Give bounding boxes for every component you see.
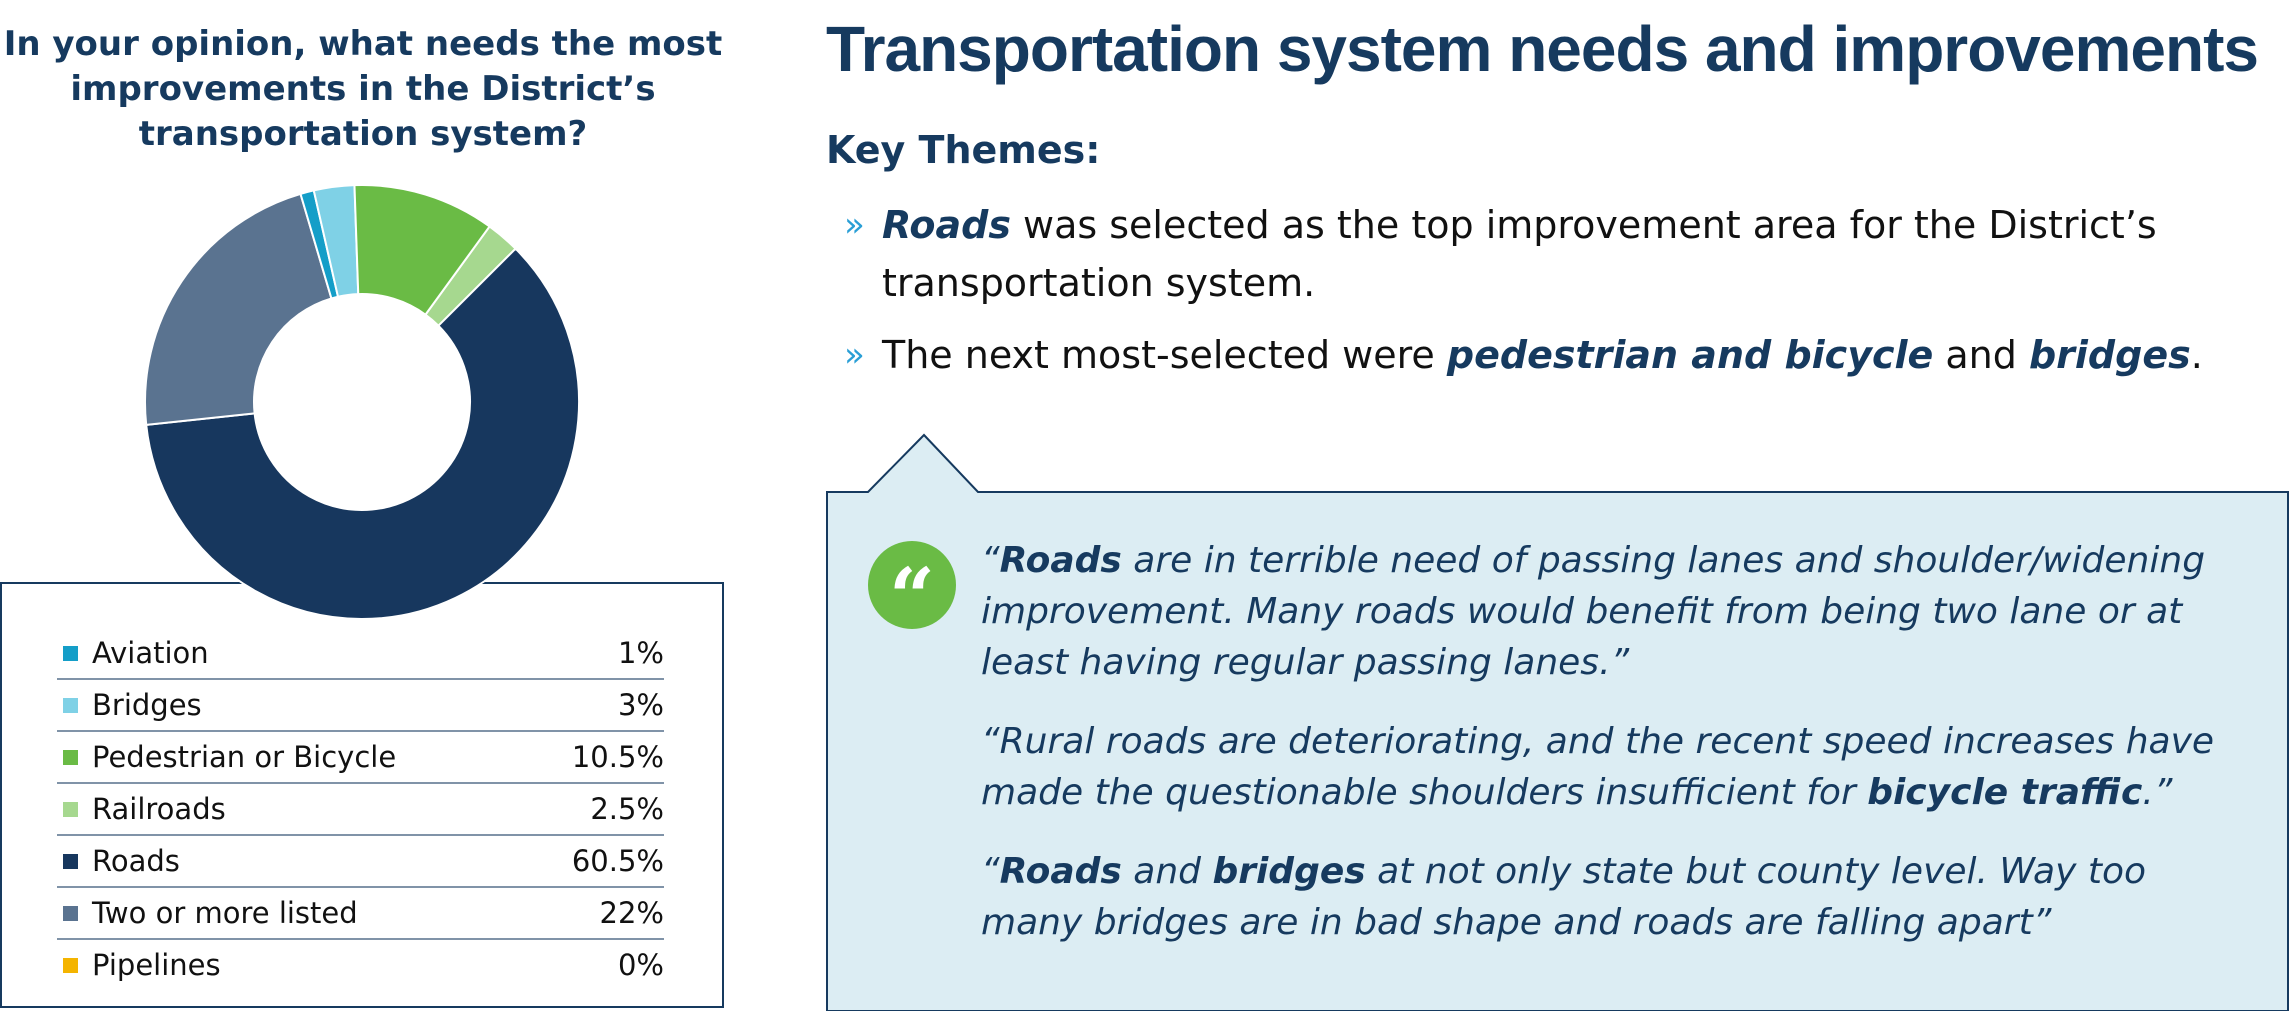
theme-emphasis: pedestrian and bicycle [1446, 333, 1934, 377]
legend-value: 22% [599, 896, 664, 930]
theme-item: » The next most-selected were pedestrian… [826, 326, 2246, 384]
legend-swatch [63, 957, 78, 973]
quote-text: “Rural roads are deteriorating, and the … [981, 721, 2215, 813]
quote-text: at not only state but county level. Way … [981, 851, 2147, 943]
legend-label: Aviation [92, 636, 209, 670]
chevron-bullet-icon: » [844, 205, 865, 245]
theme-emphasis: bridges [2028, 333, 2191, 377]
quote-text: and [1121, 851, 1213, 892]
legend-swatch [63, 905, 78, 921]
legend-swatch [63, 853, 78, 869]
quote-text: “ [981, 540, 1000, 581]
legend-value: 10.5% [571, 740, 664, 774]
legend-list: Aviation 1% Bridges 3% Pedestrian or Bic… [57, 628, 664, 990]
legend-swatch [63, 749, 78, 765]
legend-value: 60.5% [571, 844, 664, 878]
legend-item: Bridges 3% [57, 680, 664, 732]
theme-emphasis: Roads [882, 203, 1011, 247]
donut-slice-two-or-more-listed [144, 192, 333, 427]
quote-text: are in terrible need of passing lanes an… [981, 540, 2206, 683]
chart-title: In your opinion, what needs the most imp… [3, 24, 723, 154]
legend-value: 0% [617, 948, 664, 982]
quote-icon: “ [868, 541, 956, 644]
legend-swatch [63, 645, 78, 661]
legend-item: Roads 60.5% [57, 836, 664, 888]
legend-label: Bridges [92, 688, 202, 722]
theme-text: and [1933, 333, 2029, 377]
quote-emphasis: bicycle traffic [1867, 772, 2143, 813]
chart-legend: Aviation 1% Bridges 3% Pedestrian or Bic… [0, 582, 724, 1008]
key-themes-list: » Roads was selected as the top improvem… [826, 196, 2246, 398]
quote-1: “Roads are in terrible need of passing l… [981, 535, 2241, 688]
legend-item: Railroads 2.5% [57, 784, 664, 836]
legend-label: Roads [92, 844, 180, 878]
legend-value: 2.5% [590, 792, 664, 826]
legend-item: Two or more listed 22% [57, 888, 664, 940]
key-themes-heading: Key Themes: [826, 128, 1101, 172]
legend-swatch [63, 801, 78, 817]
legend-value: 3% [617, 688, 664, 722]
theme-text: was selected as the top improvement area… [882, 203, 2157, 305]
legend-label: Railroads [92, 792, 226, 826]
legend-label: Two or more listed [92, 896, 358, 930]
donut-slice-roads [145, 247, 580, 620]
quote-emphasis: bridges [1212, 851, 1366, 892]
quote-emphasis: Roads [999, 851, 1122, 892]
quote-text: .” [2142, 772, 2173, 813]
quote-callout [826, 433, 2289, 1011]
legend-value: 1% [617, 636, 664, 670]
legend-item: Aviation 1% [57, 628, 664, 680]
page-title: Transportation system needs and improvem… [826, 13, 2259, 85]
theme-text: The next most-selected were [882, 333, 1447, 377]
legend-item: Pipelines 0% [57, 940, 664, 990]
quote-3: “Roads and bridges at not only state but… [981, 846, 2241, 948]
legend-label: Pipelines [92, 948, 221, 982]
donut-slice-pedestrian-or-bicycle [353, 184, 491, 317]
legend-swatch [63, 697, 78, 713]
quote-emphasis: Roads [999, 540, 1122, 581]
donut-chart [144, 184, 580, 620]
legend-item: Pedestrian or Bicycle 10.5% [57, 732, 664, 784]
chevron-bullet-icon: » [844, 335, 865, 375]
quote-callout-shape [826, 433, 2289, 1011]
theme-item: » Roads was selected as the top improvem… [826, 196, 2246, 312]
quote-2: “Rural roads are deteriorating, and the … [981, 716, 2241, 818]
legend-label: Pedestrian or Bicycle [92, 740, 397, 774]
theme-text: . [2190, 333, 2203, 377]
quote-text: “ [981, 851, 1000, 892]
